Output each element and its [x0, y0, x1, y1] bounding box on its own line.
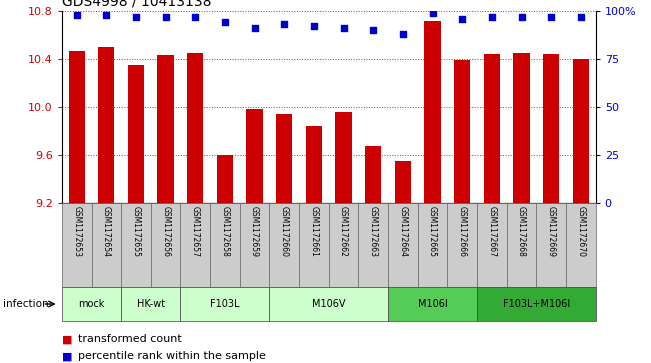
Bar — [506, 203, 536, 287]
Bar — [477, 287, 596, 321]
Point — [487, 14, 497, 20]
Bar — [121, 287, 180, 321]
Text: GDS4998 / 10413138: GDS4998 / 10413138 — [62, 0, 212, 8]
Point — [220, 20, 230, 25]
Text: GSM1172669: GSM1172669 — [547, 206, 556, 257]
Bar — [477, 203, 506, 287]
Text: GSM1172668: GSM1172668 — [517, 206, 526, 257]
Text: GSM1172665: GSM1172665 — [428, 206, 437, 257]
Text: HK-wt: HK-wt — [137, 299, 165, 309]
Point — [101, 12, 111, 18]
Bar — [424, 20, 441, 203]
Bar — [240, 203, 270, 287]
Bar — [447, 203, 477, 287]
Bar — [247, 110, 263, 203]
Bar — [151, 203, 180, 287]
Text: GSM1172664: GSM1172664 — [398, 206, 408, 257]
Point — [249, 25, 260, 31]
Bar — [217, 155, 233, 203]
Text: F103L+M106I: F103L+M106I — [503, 299, 570, 309]
Bar — [484, 54, 500, 203]
Bar — [514, 53, 530, 203]
Bar — [62, 203, 92, 287]
Text: M106V: M106V — [312, 299, 346, 309]
Bar — [573, 59, 589, 203]
Bar — [180, 287, 270, 321]
Point — [190, 14, 201, 20]
Bar — [306, 126, 322, 203]
Bar — [62, 287, 121, 321]
Text: GSM1172666: GSM1172666 — [458, 206, 467, 257]
Bar — [454, 60, 471, 203]
Point — [72, 12, 82, 18]
Text: GSM1172667: GSM1172667 — [488, 206, 496, 257]
Bar — [121, 203, 151, 287]
Bar — [180, 203, 210, 287]
Point — [309, 23, 319, 29]
Bar — [536, 203, 566, 287]
Text: GSM1172656: GSM1172656 — [161, 206, 170, 257]
Text: GSM1172660: GSM1172660 — [280, 206, 289, 257]
Bar — [92, 203, 121, 287]
Point — [131, 14, 141, 20]
Text: GSM1172663: GSM1172663 — [368, 206, 378, 257]
Point — [398, 31, 408, 37]
Text: GSM1172657: GSM1172657 — [191, 206, 200, 257]
Bar — [210, 203, 240, 287]
Bar — [276, 114, 292, 203]
Text: transformed count: transformed count — [78, 334, 182, 344]
Bar — [270, 203, 299, 287]
Text: GSM1172662: GSM1172662 — [339, 206, 348, 257]
Point — [516, 14, 527, 20]
Text: GSM1172658: GSM1172658 — [221, 206, 229, 257]
Text: ■: ■ — [62, 351, 72, 362]
Bar — [299, 203, 329, 287]
Text: GSM1172653: GSM1172653 — [72, 206, 81, 257]
Bar — [158, 56, 174, 203]
Bar — [270, 287, 388, 321]
Text: infection: infection — [3, 299, 49, 309]
Bar — [418, 203, 447, 287]
Text: mock: mock — [78, 299, 105, 309]
Text: ■: ■ — [62, 334, 72, 344]
Text: GSM1172670: GSM1172670 — [576, 206, 585, 257]
Bar — [388, 287, 477, 321]
Text: GSM1172655: GSM1172655 — [132, 206, 141, 257]
Bar — [128, 65, 144, 203]
Bar — [98, 47, 115, 203]
Point — [575, 14, 586, 20]
Text: percentile rank within the sample: percentile rank within the sample — [78, 351, 266, 362]
Bar — [359, 203, 388, 287]
Point — [339, 25, 349, 31]
Point — [279, 21, 290, 27]
Bar — [68, 50, 85, 203]
Text: GSM1172654: GSM1172654 — [102, 206, 111, 257]
Text: GSM1172659: GSM1172659 — [250, 206, 259, 257]
Bar — [566, 203, 596, 287]
Bar — [543, 54, 559, 203]
Point — [546, 14, 557, 20]
Point — [160, 14, 171, 20]
Bar — [388, 203, 418, 287]
Bar — [329, 203, 359, 287]
Bar — [187, 53, 204, 203]
Point — [427, 10, 437, 16]
Text: M106I: M106I — [418, 299, 447, 309]
Bar — [335, 112, 352, 203]
Text: GSM1172661: GSM1172661 — [309, 206, 318, 257]
Bar — [395, 161, 411, 203]
Text: F103L: F103L — [210, 299, 240, 309]
Bar — [365, 146, 381, 203]
Point — [457, 16, 467, 21]
Point — [368, 27, 378, 33]
